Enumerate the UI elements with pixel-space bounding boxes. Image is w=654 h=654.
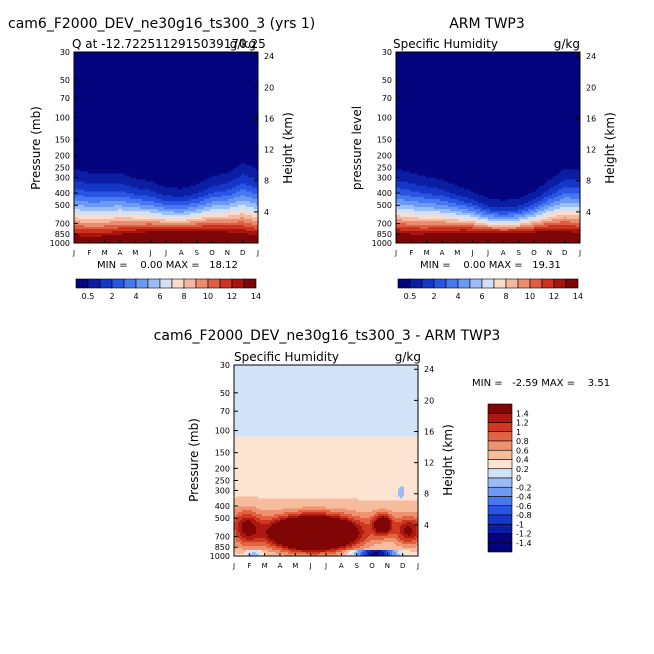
panel-model: cam6_F2000_DEV_ne30g16_ts300_3 (yrs 1) Q… — [8, 16, 315, 301]
panel-model-subtitle-right: g/kg — [230, 37, 256, 51]
panel-model-plot-area — [74, 52, 259, 244]
figure-canvas: cam6_F2000_DEV_ne30g16_ts300_3 (yrs 1) Q… — [0, 0, 654, 654]
panel-model-title: cam6_F2000_DEV_ne30g16_ts300_3 (yrs 1) — [8, 16, 315, 32]
